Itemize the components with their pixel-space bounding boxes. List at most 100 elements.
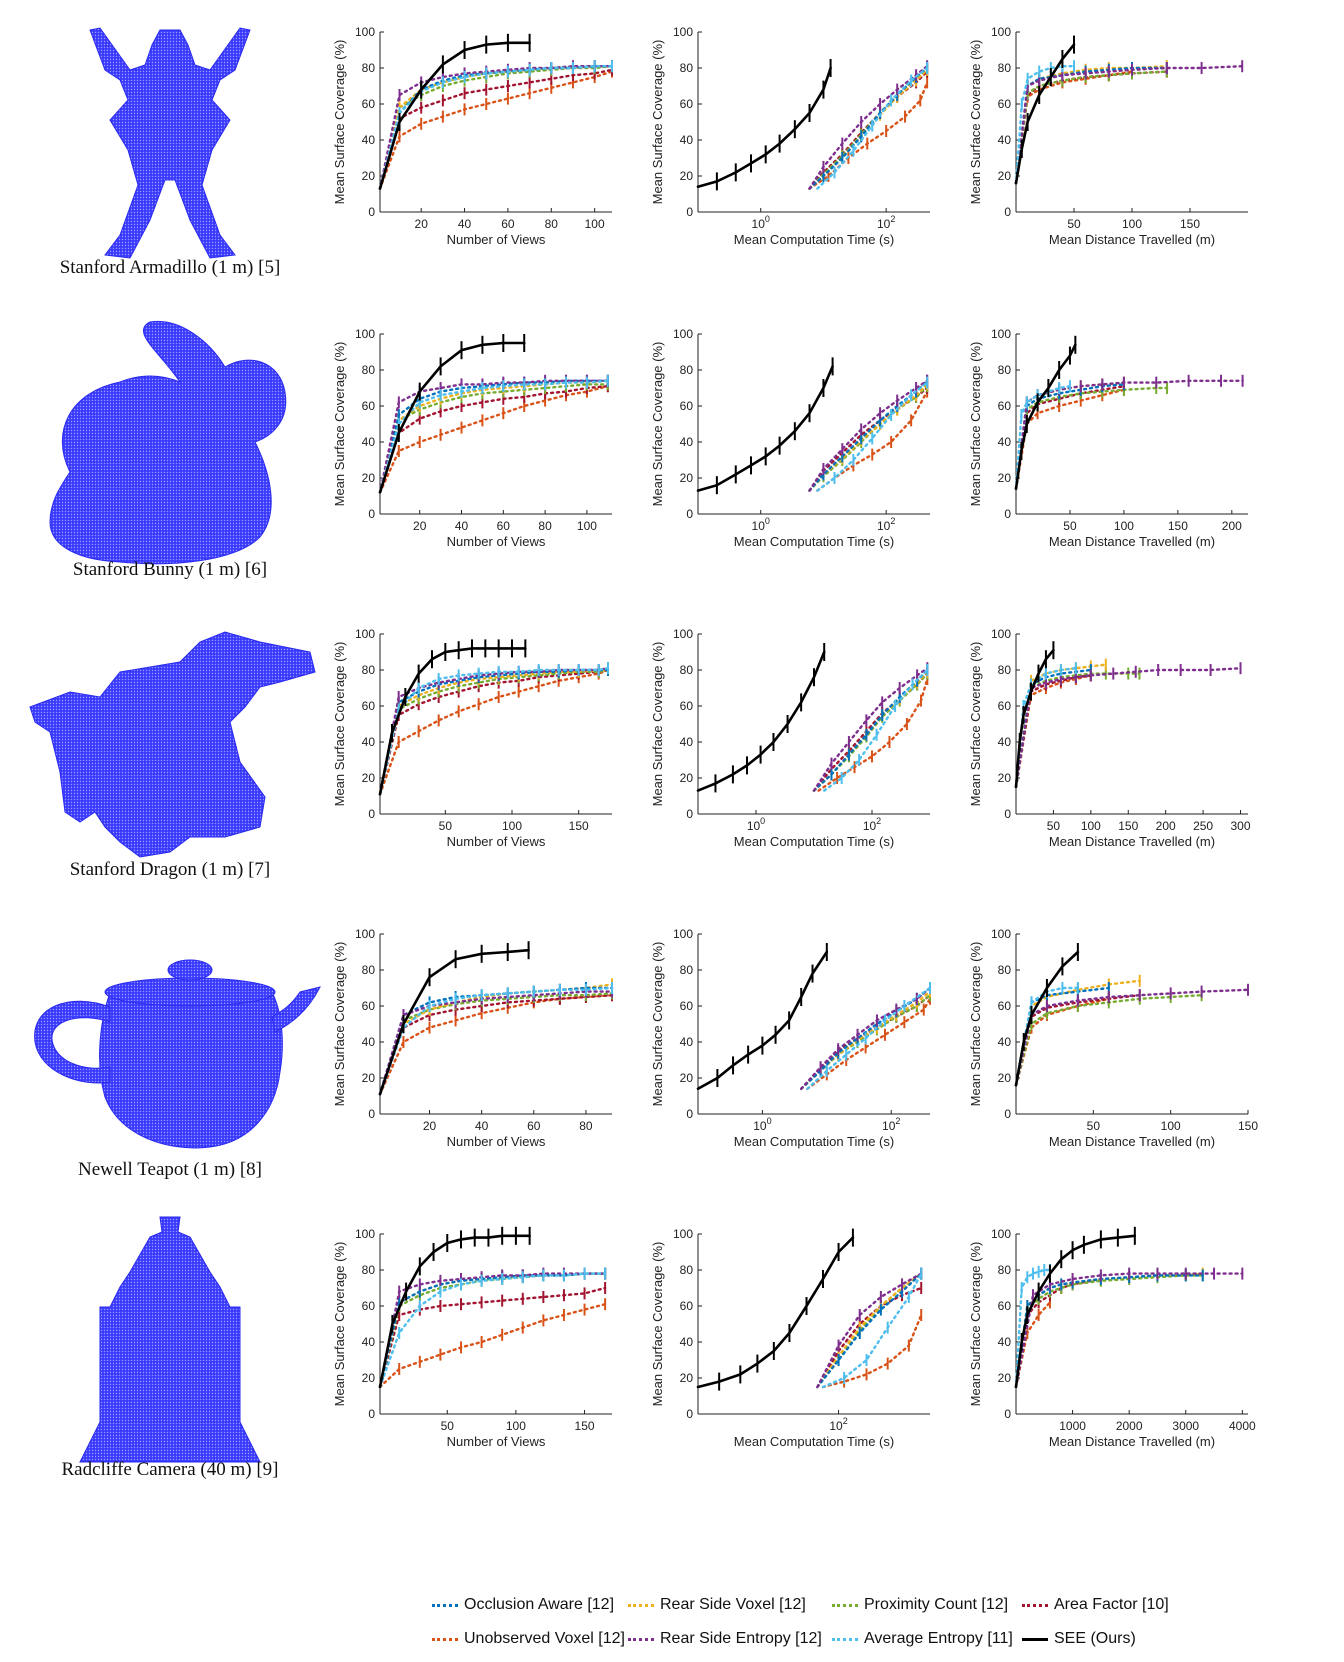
- series-line-see: [1014, 950, 1080, 1087]
- model-caption: Stanford Dragon (1 m) [7]: [69, 859, 271, 880]
- series-line-rse: [378, 667, 610, 796]
- y-tick-label: 40: [998, 1035, 1012, 1049]
- bunny-shape: [49, 320, 287, 565]
- y-tick-label: 40: [680, 133, 694, 147]
- y-tick-label: 60: [998, 699, 1012, 713]
- y-tick-label: 100: [991, 1227, 1011, 1241]
- x-tick-label: 200: [1156, 819, 1176, 833]
- legend-swatch: [628, 1637, 654, 1641]
- dragon-shape: [29, 631, 316, 858]
- x-axis-label: Mean Distance Travelled (m): [1049, 834, 1215, 849]
- x-tick-label: 80: [579, 1119, 593, 1133]
- y-tick-label: 0: [686, 507, 693, 521]
- series-line-oa: [1014, 668, 1093, 789]
- legend: Occlusion Aware [12] Rear Side Voxel [12…: [432, 1592, 1332, 1662]
- y-tick-label: 40: [362, 435, 376, 449]
- x-axis-label: Number of Views: [447, 1134, 546, 1149]
- legend-label: SEE (Ours): [1054, 1630, 1136, 1647]
- plot-4-0: 0 20 40 60 80 100 50 100 150 Number of Views Mean …: [332, 1226, 612, 1449]
- y-tick-label: 60: [998, 399, 1012, 413]
- y-tick-label: 40: [998, 435, 1012, 449]
- series-line-see: [1014, 1234, 1137, 1389]
- series-line-rse: [378, 990, 614, 1096]
- x-tick-label: 102: [829, 1416, 847, 1433]
- y-tick-label: 100: [673, 327, 693, 341]
- y-axis-label: Mean Surface Coverage (%): [968, 942, 983, 1107]
- x-tick-label: 50: [441, 1419, 455, 1433]
- legend-label: Area Factor [10]: [1054, 1596, 1169, 1613]
- y-axis-label: Mean Surface Coverage (%): [968, 642, 983, 807]
- y-tick-label: 20: [998, 471, 1012, 485]
- series-line-see: [696, 365, 834, 492]
- series-line-uv: [817, 677, 929, 792]
- y-tick-label: 80: [998, 963, 1012, 977]
- y-tick-label: 100: [991, 927, 1011, 941]
- x-axis-label: Number of Views: [447, 834, 546, 849]
- series-line-pc: [812, 672, 929, 792]
- series-line-oa: [1014, 1274, 1204, 1389]
- y-tick-label: 40: [680, 1335, 694, 1349]
- legend-swatch: [432, 1637, 458, 1641]
- x-tick-label: 100: [1081, 819, 1101, 833]
- series-line-pc: [1014, 70, 1169, 185]
- x-axis-label: Mean Distance Travelled (m): [1049, 1434, 1215, 1449]
- plot-1-0: 0 20 40 60 80 100 20 40 60 80 100 Number of Views Me…: [332, 327, 612, 549]
- x-tick-label: 102: [882, 1116, 900, 1133]
- x-axis-label: Mean Distance Travelled (m): [1049, 1134, 1215, 1149]
- plot-2-2: 0 20 40 60 80 100 50 100 150 200 250 300 Mean Distan…: [968, 627, 1251, 849]
- series-line-rse: [808, 65, 929, 190]
- y-tick-label: 0: [686, 1407, 693, 1421]
- series-line-oa: [808, 379, 929, 492]
- y-tick-label: 20: [362, 471, 376, 485]
- y-tick-label: 40: [362, 133, 376, 147]
- x-tick-label: 100: [753, 1116, 771, 1133]
- y-axis-label: Mean Surface Coverage (%): [650, 40, 665, 205]
- y-tick-label: 60: [998, 97, 1012, 111]
- x-tick-label: 60: [497, 519, 511, 533]
- model-caption: Radcliffe Camera (40 m) [9]: [61, 1459, 279, 1480]
- y-tick-label: 0: [368, 1107, 375, 1121]
- y-axis-label: Mean Surface Coverage (%): [332, 1242, 347, 1407]
- x-axis-label: Number of Views: [447, 1434, 546, 1449]
- series-line-uv: [1014, 1301, 1052, 1389]
- series-line-uv: [808, 81, 929, 190]
- legend-swatch: [1022, 1603, 1048, 1607]
- series-line-pc: [378, 992, 614, 1096]
- plot-2-0: 0 20 40 60 80 100 50 100 150 Number of Views Mean …: [332, 627, 612, 849]
- model-camera: Radcliffe Camera (40 m) [9]: [0, 1207, 340, 1507]
- legend-swatch: [432, 1603, 458, 1607]
- legend-swatch: [832, 1603, 858, 1607]
- y-tick-label: 20: [680, 771, 694, 785]
- legend-item-rear-side-voxel: Rear Side Voxel [12]: [628, 1592, 806, 1618]
- series-line-rse: [378, 379, 609, 494]
- y-tick-label: 80: [998, 363, 1012, 377]
- x-tick-label: 100: [506, 1419, 526, 1433]
- y-tick-label: 20: [998, 771, 1012, 785]
- series-line-pc: [378, 1272, 607, 1389]
- x-tick-label: 4000: [1229, 1419, 1256, 1433]
- x-tick-label: 100: [502, 819, 522, 833]
- series-line-rse: [1014, 379, 1244, 491]
- series-line-af: [378, 993, 614, 1096]
- series-line-oa: [378, 986, 614, 1096]
- dragon-pointcloud: [29, 631, 316, 858]
- plot-0-0: 0 20 40 60 80 100 20 40 60 80 100 Number of Views Me…: [332, 25, 614, 247]
- y-tick-label: 20: [998, 169, 1012, 183]
- x-tick-label: 50: [1063, 519, 1077, 533]
- y-axis-label: Mean Surface Coverage (%): [968, 1242, 983, 1407]
- series-line-uv: [1014, 388, 1126, 491]
- y-tick-label: 40: [998, 735, 1012, 749]
- x-tick-label: 50: [1047, 819, 1061, 833]
- y-tick-label: 80: [680, 61, 694, 75]
- teapot-pointcloud: [34, 959, 321, 1149]
- series-line-ae: [378, 986, 614, 1096]
- series-line-rse: [1014, 667, 1242, 789]
- y-tick-label: 40: [998, 133, 1012, 147]
- x-axis-label: Mean Computation Time (s): [734, 232, 894, 247]
- series-line-pc: [808, 384, 929, 492]
- series-line-rsv: [378, 379, 609, 494]
- plot-3-0: 0 20 40 60 80 100 20 40 60 80 Number of Views Mean …: [332, 927, 614, 1149]
